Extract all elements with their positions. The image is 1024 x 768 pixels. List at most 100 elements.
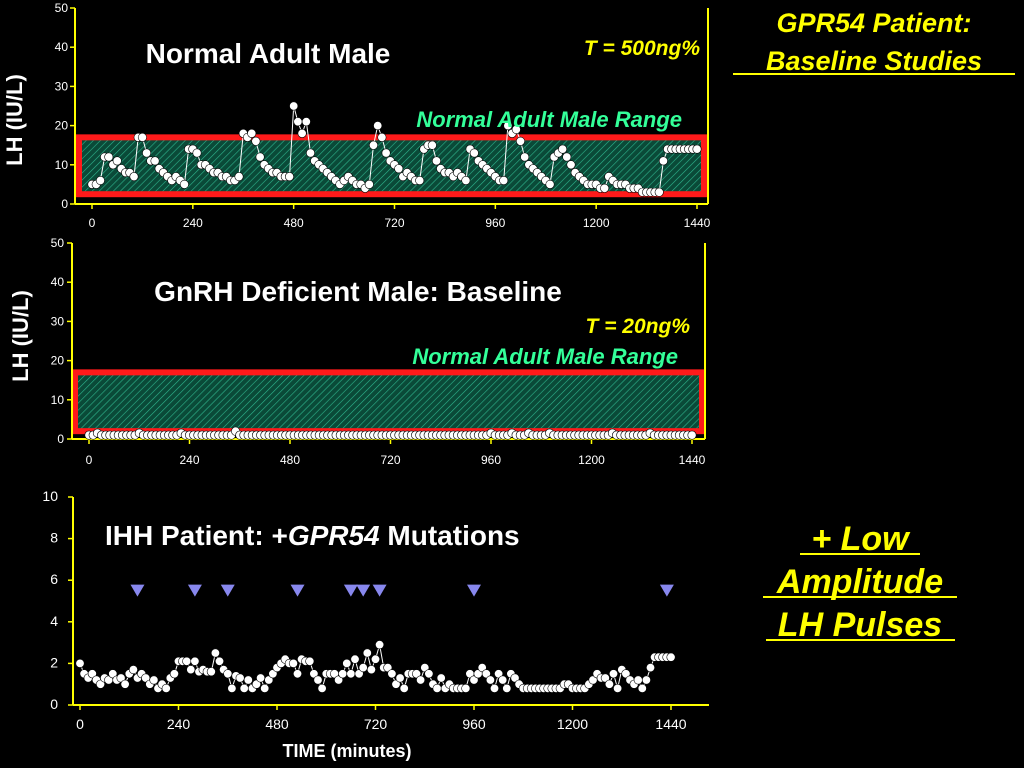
data-point xyxy=(190,656,200,666)
data-point xyxy=(186,665,196,675)
data-point xyxy=(128,665,138,675)
data-point xyxy=(481,669,491,679)
panel-title-part-1: IHH Patient: + xyxy=(105,520,288,551)
data-point xyxy=(633,675,643,685)
data-point xyxy=(239,683,249,693)
data-point xyxy=(292,669,302,679)
data-point xyxy=(182,656,192,666)
data-series-gnrh-deficient-male xyxy=(84,426,697,440)
x-tick-label: 0 xyxy=(86,453,93,467)
data-point xyxy=(289,101,299,111)
data-point xyxy=(562,152,572,162)
x-tick-label: 1200 xyxy=(578,453,605,467)
data-point xyxy=(366,665,376,675)
y-axis-label: LH (IU/L) xyxy=(8,290,33,382)
data-point xyxy=(383,663,393,673)
data-point xyxy=(252,679,262,689)
data-point xyxy=(494,669,504,679)
data-point xyxy=(305,656,315,666)
data-point xyxy=(503,121,513,131)
x-tick-label: 480 xyxy=(280,453,300,467)
data-point xyxy=(641,675,651,685)
data-point xyxy=(391,679,401,689)
range-label: Normal Adult Male Range xyxy=(412,344,678,369)
y-tick-label: 0 xyxy=(57,432,64,446)
slide-title-line-1: GPR54 Patient: xyxy=(776,8,971,38)
data-point xyxy=(416,675,426,685)
testosterone-annotation: T = 500ng% xyxy=(584,37,700,60)
data-point xyxy=(346,669,356,679)
panel-gnrh-deficient-male: 0 10 20 30 40 50 0 240 480 720 960 1200 1440 GnRH De… xyxy=(8,236,706,467)
data-point xyxy=(334,675,344,685)
data-point xyxy=(687,430,697,440)
data-point xyxy=(613,683,623,693)
data-point xyxy=(381,148,391,158)
tick-labels-normal-adult-male: 0 10 20 30 40 50 0 240 480 720 960 1200 1440 xyxy=(55,1,711,230)
data-point xyxy=(658,156,668,166)
pulse-marker xyxy=(290,584,305,597)
x-tick-label: 1440 xyxy=(655,716,686,732)
x-axis-label: TIME (minutes) xyxy=(283,741,412,761)
panel-title: IHH Patient: +GPR54 Mutations xyxy=(105,520,520,551)
data-point xyxy=(169,669,179,679)
data-point xyxy=(260,683,270,693)
callout-line-2: Amplitude xyxy=(776,563,943,601)
data-point xyxy=(116,673,126,683)
data-point xyxy=(608,669,618,679)
data-point xyxy=(256,673,266,683)
data-point xyxy=(247,128,257,138)
pulse-marker xyxy=(187,584,202,597)
x-tick-label: 720 xyxy=(380,453,400,467)
x-tick-label: 1440 xyxy=(679,453,706,467)
x-tick-label: 0 xyxy=(89,216,96,230)
x-tick-label: 480 xyxy=(265,716,289,732)
data-point xyxy=(342,658,352,668)
data-point xyxy=(461,176,471,186)
data-point xyxy=(234,172,244,182)
data-point xyxy=(600,183,610,193)
data-point xyxy=(264,675,274,685)
y-tick-label: 10 xyxy=(51,393,65,407)
data-point xyxy=(637,683,647,693)
pulse-marker xyxy=(130,584,145,597)
x-tick-label: 1440 xyxy=(684,216,711,230)
data-point xyxy=(600,673,610,683)
data-point xyxy=(515,136,525,146)
y-tick-label: 10 xyxy=(55,158,69,172)
data-point xyxy=(432,683,442,693)
data-point xyxy=(645,663,655,673)
data-point xyxy=(604,679,614,689)
panel-title: Normal Adult Male xyxy=(146,38,391,69)
data-point xyxy=(255,152,265,162)
data-point xyxy=(95,176,105,186)
data-point xyxy=(293,117,303,127)
data-point xyxy=(411,669,421,679)
data-point xyxy=(104,152,114,162)
tick-labels-ihh-patient: 0 2 4 6 8 10 0 240 480 720 960 1200 1440 xyxy=(42,488,686,732)
data-point xyxy=(309,669,319,679)
data-point xyxy=(415,176,425,186)
data-point xyxy=(227,683,237,693)
normal-range-band xyxy=(72,369,705,435)
data-point xyxy=(305,148,315,158)
pulse-marker xyxy=(467,584,481,597)
data-point xyxy=(75,658,85,668)
data-series-normal-adult-male xyxy=(87,101,702,197)
data-point xyxy=(288,658,298,668)
data-point xyxy=(373,121,383,131)
pulse-marker xyxy=(356,584,371,597)
panel-title-part-3: Mutations xyxy=(380,520,520,551)
y-tick-label: 8 xyxy=(50,530,58,546)
y-tick-label: 50 xyxy=(51,236,65,250)
x-tick-label: 0 xyxy=(76,716,84,732)
data-point xyxy=(297,128,307,138)
data-point xyxy=(469,675,479,685)
data-point xyxy=(420,663,430,673)
y-tick-label: 0 xyxy=(50,696,58,712)
panel-title: GnRH Deficient Male: Baseline xyxy=(154,276,562,307)
slide-title-line-2: Baseline Studies xyxy=(766,46,982,76)
data-point xyxy=(368,140,378,150)
data-point xyxy=(354,669,364,679)
data-point xyxy=(364,179,374,189)
